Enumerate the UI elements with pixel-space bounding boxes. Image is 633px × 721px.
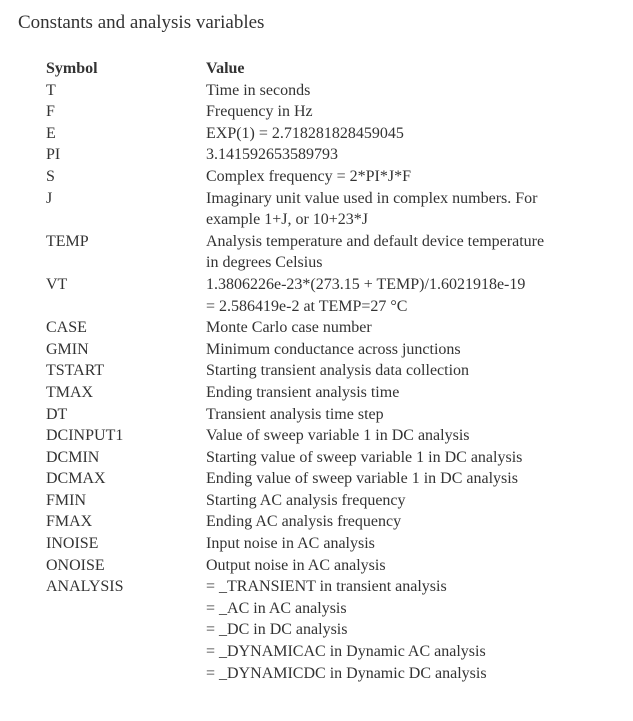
value-line: = _DYNAMICDC in Dynamic DC analysis: [206, 663, 615, 685]
table-row: GMINMinimum conductance across junctions: [46, 339, 615, 361]
value-cell: Frequency in Hz: [206, 101, 615, 123]
value-line: Transient analysis time step: [206, 404, 615, 426]
table-row: FFrequency in Hz: [46, 101, 615, 123]
value-cell: Value of sweep variable 1 in DC analysis: [206, 425, 615, 447]
value-line: Starting transient analysis data collect…: [206, 360, 615, 382]
table-row: JImaginary unit value used in complex nu…: [46, 188, 615, 231]
constants-table: Symbol Value TTime in secondsFFrequency …: [46, 58, 615, 684]
page-title: Constants and analysis variables: [18, 12, 615, 34]
table-row: FMINStarting AC analysis frequency: [46, 490, 615, 512]
value-cell: Ending value of sweep variable 1 in DC a…: [206, 468, 615, 490]
symbol-cell: E: [46, 123, 206, 145]
symbol-cell: VT: [46, 274, 206, 296]
value-line: = _AC in AC analysis: [206, 598, 615, 620]
symbol-cell: PI: [46, 144, 206, 166]
table-row: SComplex frequency = 2*PI*J*F: [46, 166, 615, 188]
value-cell: = _TRANSIENT in transient analysis= _AC …: [206, 576, 615, 684]
value-line: Time in seconds: [206, 80, 615, 102]
value-line: EXP(1) = 2.718281828459045: [206, 123, 615, 145]
value-cell: Output noise in AC analysis: [206, 555, 615, 577]
header-symbol: Symbol: [46, 58, 206, 80]
value-line: Minimum conductance across junctions: [206, 339, 615, 361]
symbol-cell: DCMAX: [46, 468, 206, 490]
value-line: Value of sweep variable 1 in DC analysis: [206, 425, 615, 447]
value-line: 1.3806226e-23*(273.15 + TEMP)/1.6021918e…: [206, 274, 615, 296]
value-line: example 1+J, or 10+23*J: [206, 209, 615, 231]
table-row: TEMPAnalysis temperature and default dev…: [46, 231, 615, 274]
value-line: in degrees Celsius: [206, 252, 615, 274]
value-cell: Ending transient analysis time: [206, 382, 615, 404]
value-line: 3.141592653589793: [206, 144, 615, 166]
symbol-cell: S: [46, 166, 206, 188]
symbol-cell: CASE: [46, 317, 206, 339]
value-cell: Starting transient analysis data collect…: [206, 360, 615, 382]
table-header-row: Symbol Value: [46, 58, 615, 80]
table-row: CASEMonte Carlo case number: [46, 317, 615, 339]
table-row: TSTARTStarting transient analysis data c…: [46, 360, 615, 382]
value-line: Imaginary unit value used in complex num…: [206, 188, 615, 210]
value-line: Ending value of sweep variable 1 in DC a…: [206, 468, 615, 490]
symbol-cell: ANALYSIS: [46, 576, 206, 598]
value-line: Output noise in AC analysis: [206, 555, 615, 577]
table-row: TTime in seconds: [46, 80, 615, 102]
value-line: = _DC in DC analysis: [206, 619, 615, 641]
symbol-cell: DCINPUT1: [46, 425, 206, 447]
value-cell: Transient analysis time step: [206, 404, 615, 426]
value-cell: EXP(1) = 2.718281828459045: [206, 123, 615, 145]
value-line: Analysis temperature and default device …: [206, 231, 615, 253]
header-value: Value: [206, 58, 615, 80]
value-cell: Starting value of sweep variable 1 in DC…: [206, 447, 615, 469]
table-row: DCINPUT1Value of sweep variable 1 in DC …: [46, 425, 615, 447]
value-line: Starting value of sweep variable 1 in DC…: [206, 447, 615, 469]
symbol-cell: DT: [46, 404, 206, 426]
value-line: Starting AC analysis frequency: [206, 490, 615, 512]
value-line: = _TRANSIENT in transient analysis: [206, 576, 615, 598]
symbol-cell: GMIN: [46, 339, 206, 361]
symbol-cell: TSTART: [46, 360, 206, 382]
value-cell: Ending AC analysis frequency: [206, 511, 615, 533]
value-cell: Input noise in AC analysis: [206, 533, 615, 555]
table-row: ANALYSIS= _TRANSIENT in transient analys…: [46, 576, 615, 684]
value-line: Frequency in Hz: [206, 101, 615, 123]
table-row: ONOISEOutput noise in AC analysis: [46, 555, 615, 577]
table-row: INOISEInput noise in AC analysis: [46, 533, 615, 555]
value-cell: Imaginary unit value used in complex num…: [206, 188, 615, 231]
value-line: Monte Carlo case number: [206, 317, 615, 339]
value-line: Ending AC analysis frequency: [206, 511, 615, 533]
symbol-cell: TEMP: [46, 231, 206, 253]
table-row: PI3.141592653589793: [46, 144, 615, 166]
symbol-cell: ONOISE: [46, 555, 206, 577]
value-line: Complex frequency = 2*PI*J*F: [206, 166, 615, 188]
table-row: DTTransient analysis time step: [46, 404, 615, 426]
table-row: DCMAXEnding value of sweep variable 1 in…: [46, 468, 615, 490]
symbol-cell: T: [46, 80, 206, 102]
value-line: = 2.586419e-2 at TEMP=27 °C: [206, 296, 615, 318]
symbol-cell: F: [46, 101, 206, 123]
value-cell: Complex frequency = 2*PI*J*F: [206, 166, 615, 188]
symbol-cell: TMAX: [46, 382, 206, 404]
value-cell: 1.3806226e-23*(273.15 + TEMP)/1.6021918e…: [206, 274, 615, 317]
value-cell: Analysis temperature and default device …: [206, 231, 615, 274]
symbol-cell: INOISE: [46, 533, 206, 555]
value-cell: Minimum conductance across junctions: [206, 339, 615, 361]
value-line: Ending transient analysis time: [206, 382, 615, 404]
value-line: Input noise in AC analysis: [206, 533, 615, 555]
symbol-cell: DCMIN: [46, 447, 206, 469]
table-row: TMAXEnding transient analysis time: [46, 382, 615, 404]
table-row: VT1.3806226e-23*(273.15 + TEMP)/1.602191…: [46, 274, 615, 317]
symbol-cell: J: [46, 188, 206, 210]
value-cell: Starting AC analysis frequency: [206, 490, 615, 512]
table-row: EEXP(1) = 2.718281828459045: [46, 123, 615, 145]
value-cell: Monte Carlo case number: [206, 317, 615, 339]
value-cell: Time in seconds: [206, 80, 615, 102]
value-cell: 3.141592653589793: [206, 144, 615, 166]
table-row: FMAXEnding AC analysis frequency: [46, 511, 615, 533]
table-row: DCMINStarting value of sweep variable 1 …: [46, 447, 615, 469]
value-line: = _DYNAMICAC in Dynamic AC analysis: [206, 641, 615, 663]
symbol-cell: FMAX: [46, 511, 206, 533]
symbol-cell: FMIN: [46, 490, 206, 512]
